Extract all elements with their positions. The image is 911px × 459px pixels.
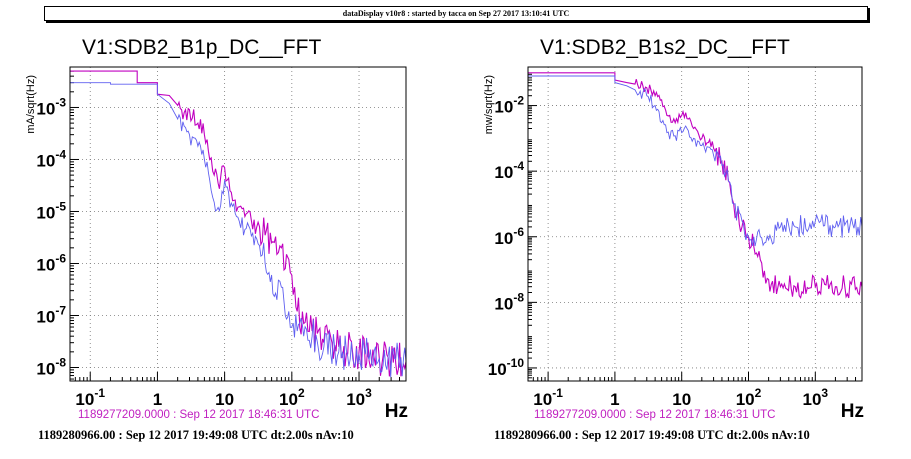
y-tick-label: 10-4 [36,147,66,170]
x-tick-label: 1 [610,390,619,409]
app-banner: dataDisplay v10r8 : started by tacca on … [44,6,868,21]
plot-frame [69,66,407,382]
series-line-reference [528,72,863,300]
y-tick-label: 10-8 [494,290,524,313]
live-label-left: 1189280966.00 : Sep 12 2017 19:49:08 UTC… [38,428,354,442]
chart-title-left: V1:SDB2_B1p_DC__FFT [82,36,322,59]
y-tick-label: 10-5 [36,199,66,222]
y-tick-label: 10-6 [494,225,524,248]
y-axis-label: mA/sqrt(Hz) [25,75,37,134]
x-axis-label: Hz [385,401,408,422]
x-tick-label: 102 [279,386,305,409]
chart-title-right: V1:SDB2_B1s2_DC__FFT [540,36,790,59]
plot-frame [527,66,863,382]
x-tick-label: 10 [215,390,234,409]
y-tick-label: 10-8 [36,355,66,378]
x-tick-label: 103 [803,386,829,409]
live-label-right: 1189280966.00 : Sep 12 2017 19:49:08 UTC… [494,428,810,442]
series-line-live [528,75,863,247]
x-tick-label: 10 [672,390,691,409]
y-tick-label: 10-2 [494,94,524,117]
y-tick-label: 10-10 [488,356,525,379]
x-tick-label: 10-1 [75,386,105,409]
series-line-live [70,82,407,378]
y-axis-label: mw/sqrt(Hz) [483,75,495,134]
series-line-reference [70,70,407,377]
x-tick-label: 10-1 [533,386,563,409]
x-tick-label: 102 [736,386,762,409]
x-tick-label: 103 [346,386,372,409]
y-tick-label: 10-6 [36,251,66,274]
x-axis-label: Hz [841,401,864,422]
reference-label-right: 1189277209.0000 : Sep 12 2017 18:46:31 U… [534,409,776,421]
y-tick-label: 10-3 [36,95,66,118]
y-tick-label: 10-4 [494,159,524,182]
y-tick-label: 10-7 [36,303,66,326]
reference-label-left: 1189277209.0000 : Sep 12 2017 18:46:31 U… [78,409,320,421]
x-tick-label: 1 [153,390,162,409]
